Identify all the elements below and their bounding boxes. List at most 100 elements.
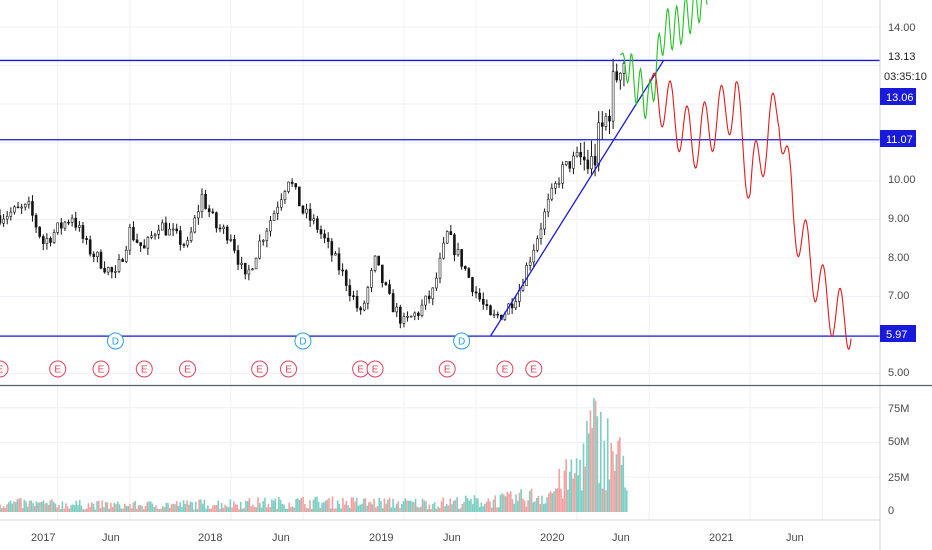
earnings-marker[interactable]: E (280, 360, 298, 378)
candle-body (117, 259, 121, 272)
candle-body (142, 245, 146, 249)
volume-bar (260, 507, 263, 512)
volume-bar (39, 502, 41, 512)
volume-bar (44, 503, 46, 512)
marker-circle (280, 360, 298, 378)
earnings-marker[interactable]: E (92, 360, 110, 378)
volume-bar (177, 506, 180, 512)
candle-body (67, 221, 70, 224)
candle-body (362, 302, 366, 311)
earnings-marker[interactable]: E (366, 360, 384, 378)
volume-bar (9, 500, 12, 512)
projection-up-path[interactable] (619, 0, 708, 120)
volume-bar (26, 506, 29, 512)
marker-circle (496, 360, 514, 378)
candle-body (539, 228, 543, 239)
dividend-marker[interactable]: D (453, 332, 471, 350)
volume-bar (186, 500, 188, 512)
time-axis[interactable]: 2017 Jun 2018 Jun 2019 Jun 2020 Jun 2021… (31, 532, 804, 544)
volume-axis[interactable]: 75M 50M 25M 0 (888, 403, 909, 517)
candle-body (355, 296, 359, 309)
volume-bar (317, 501, 320, 512)
volume-bar (63, 508, 65, 512)
volume-bar (208, 508, 211, 512)
volume-bar (366, 505, 368, 512)
candle-body (254, 257, 258, 270)
projection-paths[interactable] (619, 0, 852, 350)
candle-body (31, 201, 34, 216)
price-tag-label: 13.06 (886, 92, 914, 104)
marker-label: E (0, 365, 4, 376)
volume-bar (231, 507, 233, 512)
time-tick-label: Jun (612, 532, 630, 544)
volume-bar (23, 499, 26, 512)
projection-down-path[interactable] (648, 72, 852, 350)
volume-bar (20, 498, 22, 512)
volume-bar (14, 502, 17, 512)
earnings-marker[interactable]: E (0, 360, 9, 378)
volume-bar (373, 498, 375, 512)
volume-bar (18, 498, 20, 512)
volume-bar (335, 508, 337, 512)
candle-body (240, 262, 243, 265)
volume-bar (187, 504, 190, 512)
candle-body (579, 151, 582, 158)
volume-bar (89, 507, 91, 512)
price-axis[interactable]: 14.00 13.13 10.00 9.00 8.00 7.00 5.00 03… (880, 22, 927, 379)
volume-bar (449, 498, 451, 512)
volume-bar (355, 497, 358, 512)
volume-bar (194, 501, 197, 512)
dividend-marker[interactable]: D (294, 332, 312, 350)
earnings-marker[interactable]: E (352, 360, 370, 378)
candle-body (193, 217, 197, 233)
earnings-marker[interactable]: E (135, 360, 153, 378)
marker-label: E (184, 365, 191, 376)
event-markers[interactable]: EEEEEEEEEEEEDDD (0, 332, 543, 378)
candle-body (481, 298, 485, 305)
earnings-marker[interactable]: E (179, 360, 197, 378)
volume-bar (167, 503, 169, 512)
candle-body (427, 295, 431, 300)
price-tick-label: 5.00 (888, 367, 909, 379)
candle-body (49, 238, 52, 243)
volume-bar (328, 497, 330, 512)
volume-bar (82, 509, 84, 512)
volume-bar (258, 502, 261, 512)
volume-bar (137, 505, 140, 512)
volume-bar (149, 501, 152, 512)
volume-bar (238, 509, 240, 512)
volume-bar (515, 494, 517, 512)
volume-bar (220, 503, 223, 512)
volume-bar (433, 502, 436, 512)
candle-body (182, 244, 186, 246)
volume-bar (283, 504, 285, 512)
earnings-marker[interactable]: E (496, 360, 514, 378)
volume-bar (2, 506, 5, 512)
dividend-marker[interactable]: D (106, 332, 124, 350)
price-tick-label: 13.13 (888, 51, 916, 63)
candle-body (435, 277, 438, 289)
candle-body (197, 211, 200, 219)
volume-bar (125, 505, 128, 512)
earnings-marker[interactable]: E (525, 360, 543, 378)
volume-bar (348, 507, 351, 512)
candle-body (373, 255, 377, 271)
earnings-marker[interactable]: E (251, 360, 269, 378)
volume-bar (368, 502, 370, 512)
volume-bar (136, 508, 138, 512)
earnings-marker[interactable]: E (438, 360, 456, 378)
price-tick-label: 14.00 (888, 22, 916, 34)
volume-bar (584, 466, 587, 512)
trendline[interactable] (489, 60, 665, 337)
volume-bar (490, 507, 493, 512)
volume-bar (549, 491, 552, 512)
volume-bar (243, 508, 245, 512)
candle-body (413, 312, 417, 317)
horizontal-levels[interactable] (0, 59, 880, 337)
volume-bar (525, 506, 528, 512)
volume-bar (66, 506, 69, 512)
volume-bar (295, 498, 297, 512)
candle-body (543, 211, 546, 230)
earnings-marker[interactable]: E (49, 360, 67, 378)
